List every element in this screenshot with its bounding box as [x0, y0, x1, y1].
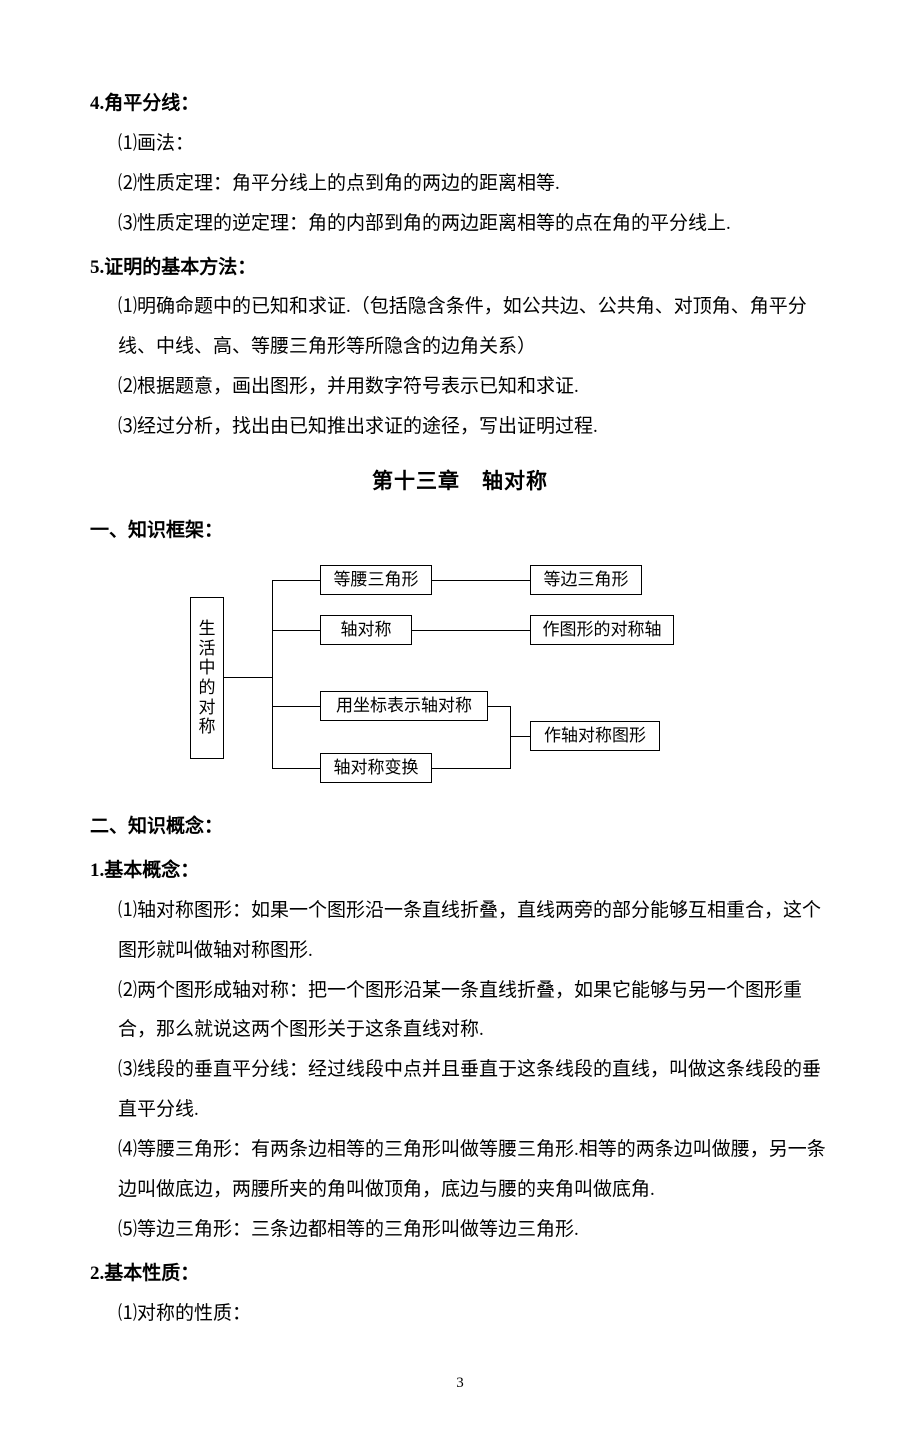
- diagram-line: [272, 706, 320, 707]
- section-4-heading: 4.角平分线：: [90, 84, 830, 124]
- knowledge-frame-heading: 一、知识框架：: [90, 511, 830, 551]
- knowledge-concept-heading: 二、知识概念：: [90, 807, 830, 847]
- diagram-node-isoceles: 等腰三角形: [320, 565, 432, 595]
- diagram-line: [224, 677, 272, 678]
- section-4-item-3: ⑶性质定理的逆定理：角的内部到角的两边距离相等的点在角的平分线上.: [90, 204, 830, 244]
- section-b1-item-2: ⑵两个图形成轴对称：把一个图形沿某一条直线折叠，如果它能够与另一个图形重合，那么…: [90, 971, 830, 1051]
- section-b1-item-3: ⑶线段的垂直平分线：经过线段中点并且垂直于这条线段的直线，叫做这条线段的垂直平分…: [90, 1050, 830, 1130]
- section-b2-heading: 2.基本性质：: [90, 1254, 830, 1294]
- diagram-container: 生活中的对称 等腰三角形 轴对称 用坐标表示轴对称 轴对称变换 等边三角形 作图…: [90, 565, 830, 789]
- section-5-heading: 5.证明的基本方法：: [90, 248, 830, 288]
- diagram-line: [510, 736, 530, 737]
- section-5-item-3: ⑶经过分析，找出由已知推出求证的途径，写出证明过程.: [90, 407, 830, 447]
- diagram-line: [488, 706, 510, 707]
- diagram-line: [510, 706, 511, 769]
- section-b1-item-1: ⑴轴对称图形：如果一个图形沿一条直线折叠，直线两旁的部分能够互相重合，这个图形就…: [90, 891, 830, 971]
- diagram-line: [272, 580, 273, 769]
- diagram-line: [432, 580, 530, 581]
- diagram-line: [272, 768, 320, 769]
- page-number: 3: [90, 1368, 830, 1400]
- diagram-line: [272, 630, 320, 631]
- section-4-item-1: ⑴画法：: [90, 124, 830, 164]
- section-b1-item-4: ⑷等腰三角形：有两条边相等的三角形叫做等腰三角形.相等的两条边叫做腰，另一条边叫…: [90, 1130, 830, 1210]
- section-5-item-1: ⑴明确命题中的已知和求证.（包括隐含条件，如公共边、公共角、对顶角、角平分线、中…: [90, 287, 830, 367]
- section-b1-item-5: ⑸等边三角形：三条边都相等的三角形叫做等边三角形.: [90, 1210, 830, 1250]
- diagram-node-equilateral: 等边三角形: [530, 565, 642, 595]
- diagram-node-draw-axis: 作图形的对称轴: [530, 615, 674, 645]
- section-b2-item-1: ⑴对称的性质：: [90, 1294, 830, 1334]
- diagram-node-coord: 用坐标表示轴对称: [320, 691, 488, 721]
- diagram-node-transform: 轴对称变换: [320, 753, 432, 783]
- section-5-item-2: ⑵根据题意，画出图形，并用数字符号表示已知和求证.: [90, 367, 830, 407]
- diagram-root: 生活中的对称: [190, 597, 224, 759]
- diagram-node-axial: 轴对称: [320, 615, 412, 645]
- section-4-item-2: ⑵性质定理：角平分线上的点到角的两边的距离相等.: [90, 164, 830, 204]
- chapter-title: 第十三章 轴对称: [90, 459, 830, 503]
- diagram-line: [272, 580, 320, 581]
- diagram-root-text: 生活中的对称: [199, 619, 216, 736]
- diagram-line: [432, 768, 510, 769]
- diagram-line: [412, 630, 530, 631]
- section-b1-heading: 1.基本概念：: [90, 851, 830, 891]
- knowledge-diagram: 生活中的对称 等腰三角形 轴对称 用坐标表示轴对称 轴对称变换 等边三角形 作图…: [190, 565, 730, 789]
- diagram-node-draw-sym: 作轴对称图形: [530, 721, 660, 751]
- document-page: 4.角平分线： ⑴画法： ⑵性质定理：角平分线上的点到角的两边的距离相等. ⑶性…: [0, 0, 920, 1439]
